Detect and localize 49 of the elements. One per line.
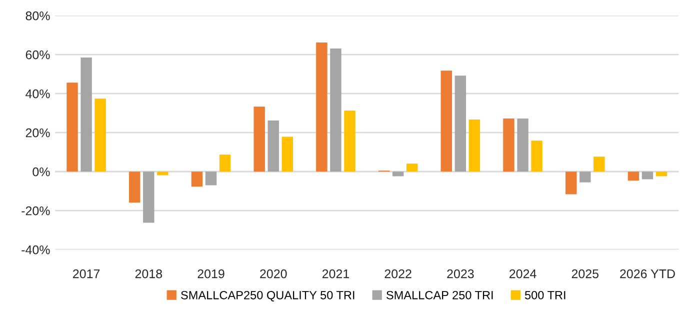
bar (656, 172, 668, 176)
y-tick-label: 20% (26, 128, 50, 138)
bar (468, 120, 480, 172)
bar (406, 164, 418, 172)
bar (594, 156, 605, 172)
bar (316, 42, 328, 172)
bar (517, 118, 528, 172)
bar (282, 136, 293, 172)
x-tick-label: 2024 (510, 269, 536, 278)
y-tick-label: -40% (22, 245, 50, 254)
x-tick-label: 2020 (260, 269, 287, 278)
bar (503, 118, 514, 172)
x-tick-label: 2026 YTD (620, 269, 675, 278)
bar (66, 82, 78, 172)
x-tick-label: 2018 (135, 269, 162, 278)
bar (254, 106, 265, 172)
bar (129, 172, 140, 203)
bar (531, 140, 542, 172)
bar (219, 154, 231, 172)
y-tick-label: 0% (32, 167, 50, 176)
x-tick-label: 2021 (322, 269, 350, 278)
y-tick-label: 80% (26, 11, 50, 20)
bar (143, 172, 154, 223)
bar (440, 70, 452, 172)
bar (628, 172, 640, 181)
y-tick-label: -20% (22, 206, 50, 216)
bar (268, 120, 279, 172)
legend-label: 500 TRI (524, 290, 566, 300)
y-tick-label: 40% (26, 89, 50, 98)
x-tick-label: 2017 (73, 269, 100, 278)
bar (454, 76, 466, 172)
x-tick-label: 2022 (384, 269, 412, 278)
bar (392, 172, 404, 176)
x-tick-label: 2025 (572, 269, 599, 278)
bar (191, 172, 203, 187)
legend-label: SMALLCAP250 QUALITY 50 TRI (181, 290, 354, 302)
x-tick-label: 2023 (447, 269, 474, 278)
bar (344, 110, 356, 172)
bar (157, 172, 168, 176)
bar (642, 172, 654, 180)
y-tick-label: 60% (26, 50, 50, 60)
bar (565, 172, 577, 194)
legend-label: SMALLCAP 250 TRI (386, 290, 493, 300)
bar (580, 172, 591, 182)
bar (94, 98, 106, 172)
bar (205, 172, 217, 186)
bar (330, 48, 342, 172)
x-tick-label: 2019 (198, 269, 224, 278)
bar (80, 58, 92, 172)
